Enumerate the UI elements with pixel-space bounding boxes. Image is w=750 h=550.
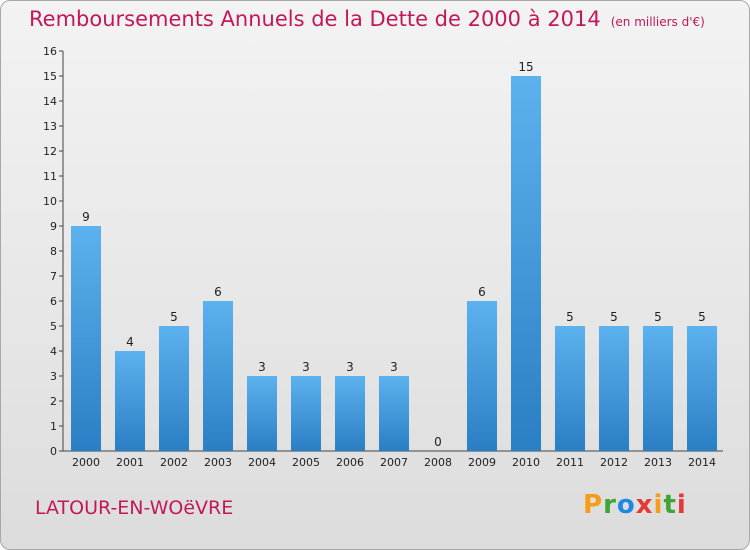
x-tick-label: 2011: [556, 456, 584, 469]
logo-letter: t: [663, 490, 677, 520]
bar-2006: [335, 376, 365, 451]
bar-2014: [687, 326, 717, 451]
bar-2012: [599, 326, 629, 451]
bar-2010: [511, 76, 541, 451]
y-tick-label: 13: [43, 120, 57, 133]
data-label-2012: 5: [610, 310, 618, 324]
bar-2001: [115, 351, 145, 451]
data-label-2005: 3: [302, 360, 310, 374]
x-tick-label: 2008: [424, 456, 452, 469]
x-tick-label: 2000: [72, 456, 100, 469]
y-tick-label: 11: [43, 170, 57, 183]
data-label-2001: 4: [126, 335, 134, 349]
x-tick-label: 2014: [688, 456, 716, 469]
data-label-2014: 5: [698, 310, 706, 324]
bar-2011: [555, 326, 585, 451]
y-tick-label: 1: [50, 420, 57, 433]
logo-letter: i: [676, 490, 687, 520]
chart-unit: (en milliers d'€): [610, 15, 705, 29]
x-tick-label: 2006: [336, 456, 364, 469]
logo-letter: P: [583, 490, 604, 520]
x-tick-label: 2003: [204, 456, 232, 469]
bar-2009: [467, 301, 497, 451]
data-label-2004: 3: [258, 360, 266, 374]
data-label-2006: 3: [346, 360, 354, 374]
y-tick-label: 0: [50, 445, 57, 458]
bar-2004: [247, 376, 277, 451]
y-tick-label: 12: [43, 145, 57, 158]
x-tick-label: 2012: [600, 456, 628, 469]
x-tick-label: 2013: [644, 456, 672, 469]
logo-letter: r: [603, 490, 617, 520]
bar-2000: [71, 226, 101, 451]
x-tick-label: 2002: [160, 456, 188, 469]
chart-x-tick-labels: 2000 2001 2002 2003 2004 2005 2006 2007 2008 2009…: [72, 456, 716, 469]
bar-2005: [291, 376, 321, 451]
data-label-2009: 6: [478, 285, 486, 299]
data-label-2011: 5: [566, 310, 574, 324]
bar-2007: [379, 376, 409, 451]
y-tick-label: 16: [43, 45, 57, 58]
chart-data-labels: 9 4 5 6 3 3 3 3 0 6 15 5 5 5 5: [82, 60, 706, 449]
x-tick-label: 2005: [292, 456, 320, 469]
data-label-2007: 3: [390, 360, 398, 374]
x-tick-label: 2007: [380, 456, 408, 469]
logo-letter: x: [635, 490, 654, 520]
x-tick-label: 2001: [116, 456, 144, 469]
bar-2013: [643, 326, 673, 451]
y-tick-label: 10: [43, 195, 57, 208]
y-tick-label: 5: [50, 320, 57, 333]
y-tick-label: 8: [50, 245, 57, 258]
y-tick-label: 2: [50, 395, 57, 408]
y-tick-label: 15: [43, 70, 57, 83]
y-tick-label: 14: [43, 95, 57, 108]
y-tick-label: 4: [50, 345, 57, 358]
chart-title: Remboursements Annuels de la Dette de 20…: [29, 7, 705, 31]
data-label-2013: 5: [654, 310, 662, 324]
data-label-2008: 0: [434, 435, 442, 449]
y-tick-label: 7: [50, 270, 57, 283]
logo-letter: o: [616, 490, 636, 520]
proxiti-logo: Proxiti: [583, 490, 687, 520]
y-tick-label: 6: [50, 295, 57, 308]
commune-name: LATOUR-EN-WOëVRE: [35, 497, 234, 519]
y-tick-label: 3: [50, 370, 57, 383]
y-tick-label: 9: [50, 220, 57, 233]
bar-2002: [159, 326, 189, 451]
x-tick-label: 2009: [468, 456, 496, 469]
chart-bars: [71, 76, 717, 451]
chart-title-text: Remboursements Annuels de la Dette de 20…: [29, 7, 601, 31]
data-label-2003: 6: [214, 285, 222, 299]
bar-2003: [203, 301, 233, 451]
data-label-2010: 15: [518, 60, 533, 74]
data-label-2000: 9: [82, 210, 90, 224]
logo-letter: i: [653, 490, 664, 520]
x-tick-label: 2004: [248, 456, 276, 469]
data-label-2002: 5: [170, 310, 178, 324]
x-tick-label: 2010: [512, 456, 540, 469]
